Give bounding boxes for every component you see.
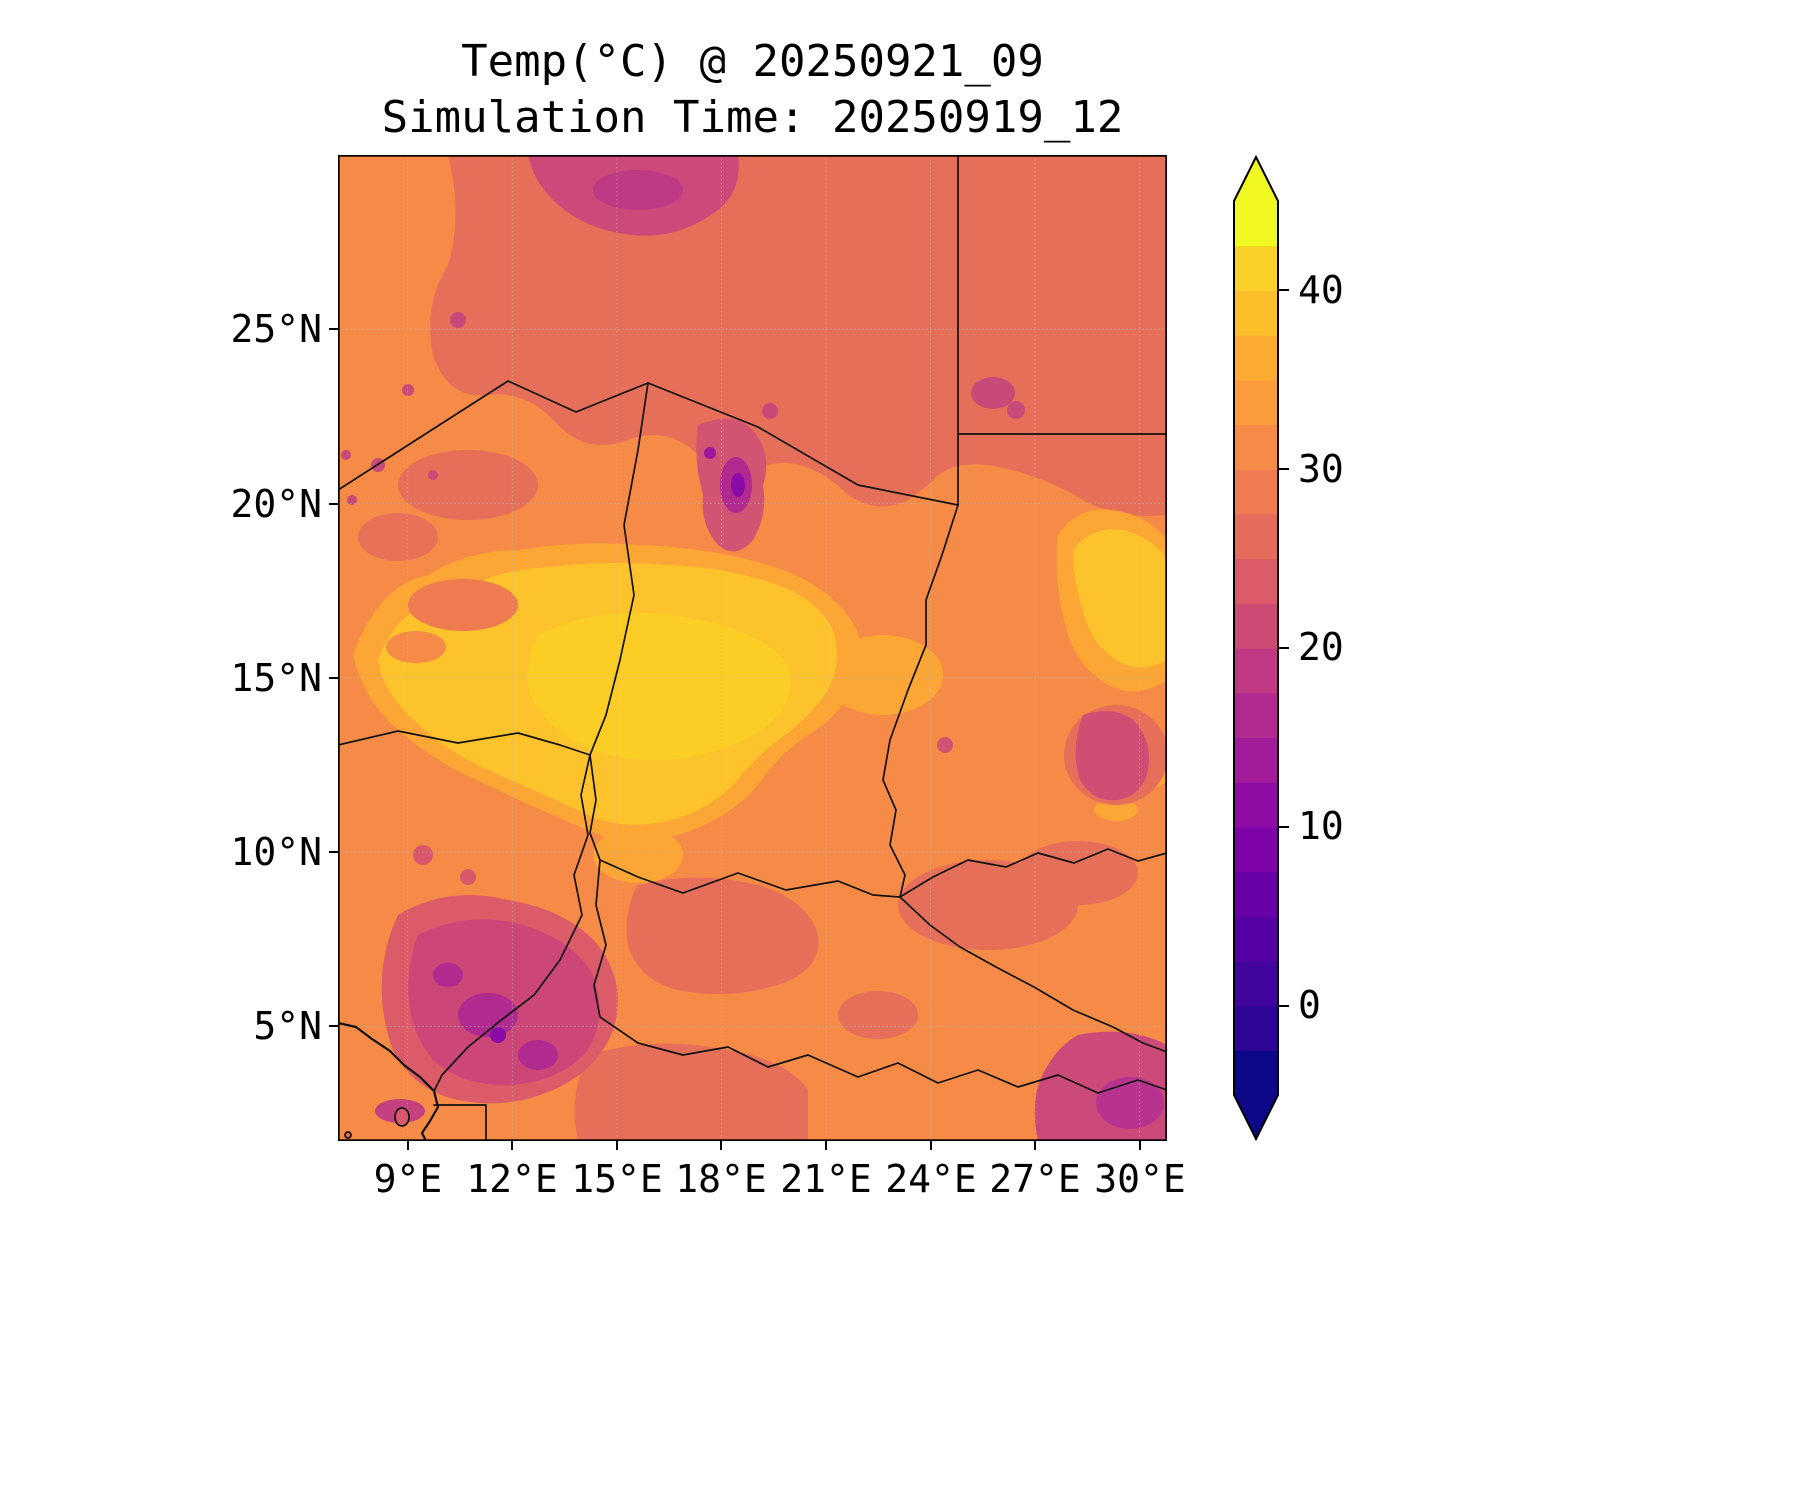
temp-fleck-magenta [450,312,466,328]
coastline [338,1021,440,1141]
temp-inclusion-cooler [408,579,518,631]
x-tickmark [720,1141,722,1150]
colorbar-tick-label: 20 [1298,625,1344,669]
temp-fleck-magenta [937,737,953,753]
temp-cameroon-coldest [490,1027,506,1043]
temp-region-north-salmon [430,155,1167,517]
x-tick-label: 27°E [989,1157,1081,1201]
country-borders [338,155,1167,1141]
temp-region-south-salmon [626,877,819,994]
y-tickmark [329,503,338,505]
colorbar-tick-label: 10 [1298,804,1344,848]
colorbar-tickmark [1279,468,1289,470]
temp-region-south-salmon [1018,841,1138,905]
y-tick-label: 10°N [230,830,322,874]
colorbar-outline [1233,155,1279,1141]
colorbar-bands [1234,201,1278,1096]
plot-subtitle: Simulation Time: 20250919_12 [381,92,1124,143]
colorbar-tick-label: 40 [1298,268,1344,312]
y-tick-label: 5°N [253,1004,322,1048]
x-tick-label: 24°E [885,1157,977,1201]
y-tickmark [329,851,338,853]
temp-fleck-magenta [413,845,433,865]
y-tickmark [329,328,338,330]
colorbar-tickmark [1279,826,1289,828]
temp-halo-south-tongue [593,827,683,883]
x-tick-label: 30°E [1094,1157,1186,1201]
temp-fleck-salmon [358,513,438,561]
temp-core-top-magenta [593,170,683,210]
temp-fleck-magenta [428,470,438,480]
temp-fleck-magenta [347,495,357,505]
y-tick-label: 25°N [230,307,322,351]
temp-fleck-magenta [402,384,414,396]
colorbar-extend-high [1234,157,1278,201]
temp-inclusion-cooler [386,631,446,663]
temp-fleck-magenta [762,403,778,419]
temp-region-south-salmon [838,991,918,1039]
x-tickmark [616,1141,618,1150]
plot-frame [338,155,1167,1141]
temp-fleck-warm [1094,799,1138,821]
colorbar-extend-low [1234,1095,1278,1139]
x-tickmark [825,1141,827,1150]
temp-cameroon-cold [433,963,463,987]
y-tickmark [329,1025,338,1027]
temp-core-se-magenta [1096,1077,1164,1129]
temp-fleck-magenta [1007,401,1025,419]
temp-region-east-magenta [1075,711,1149,801]
temp-fleck-purple [704,447,716,459]
graticule [338,155,1167,1141]
x-tick-label: 18°E [675,1157,767,1201]
y-tick-label: 20°N [230,482,322,526]
x-tickmark [1034,1141,1036,1150]
x-tick-label: 12°E [466,1157,558,1201]
y-tickmark [329,677,338,679]
temp-fleck-magenta [341,450,351,460]
temperature-field [338,155,1167,1141]
plot-title: Temp(°C) @ 20250921_09 [461,36,1044,87]
x-tickmark [1139,1141,1141,1150]
x-tickmark [930,1141,932,1150]
colorbar-svg [1233,155,1279,1141]
temp-cameroon-cold [518,1040,558,1070]
colorbar-tickmark [1279,1005,1289,1007]
temp-halo-east-tongue [823,635,943,715]
y-tick-label: 15°N [230,656,322,700]
x-tick-label: 15°E [571,1157,663,1201]
title-block: Temp(°C) @ 20250921_09 Simulation Time: … [338,34,1167,146]
x-tickmark [511,1141,513,1150]
map-plot [338,155,1167,1141]
colorbar-tick-label: 0 [1298,983,1321,1027]
colorbar-tick-label: 30 [1298,447,1344,491]
temp-fleck-magenta [460,869,476,885]
temp-region-east-yellow [1073,529,1167,668]
x-tick-label: 9°E [373,1157,443,1201]
colorbar-tickmark [1279,289,1289,291]
colorbar [1232,155,1280,1141]
temp-core-hottest [527,612,791,761]
temp-region-south-salmon [574,1043,808,1141]
x-tick-label: 21°E [780,1157,872,1201]
x-tickmark [407,1141,409,1150]
temp-tibesti-coldest [731,473,745,497]
colorbar-tickmark [1279,647,1289,649]
temp-fleck-salmon [398,450,538,520]
temp-fleck-magenta [971,377,1015,409]
